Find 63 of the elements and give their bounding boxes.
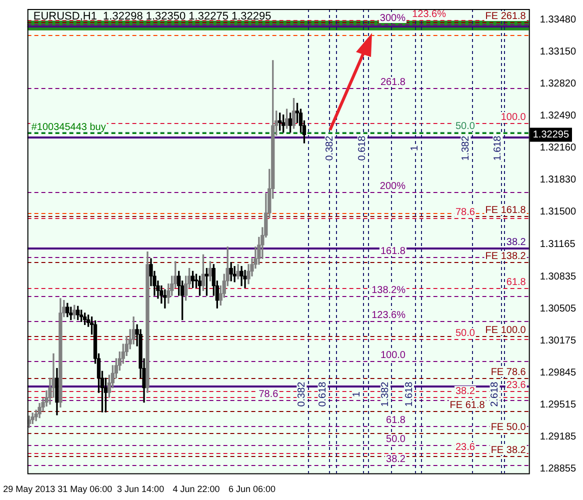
x-tick-label: 3 Jun 14:00 — [117, 484, 164, 494]
annotation: 23.6 — [455, 442, 476, 453]
annotation: 161.8 — [380, 246, 406, 257]
y-tick-label: 1.30835 — [540, 271, 576, 282]
y-tick-label: 1.31500 — [540, 206, 576, 218]
y-tick-label: 1.33480 — [540, 14, 576, 26]
annotation: 2.618 — [490, 381, 501, 407]
x-tick-label: 29 May 2013 — [3, 484, 56, 494]
annotation: 0.382 — [296, 381, 308, 407]
ref-line-label: FE 38.2 — [490, 444, 526, 456]
annotation: 100.0 — [380, 350, 406, 361]
annotation: 78.6 — [258, 388, 279, 400]
x-tick-label: 6 Jun 06:00 — [228, 484, 276, 494]
annotation: 0.618 — [318, 381, 329, 407]
annotation: 38.2 — [506, 236, 526, 248]
annotation: 50.0 — [386, 434, 406, 445]
annotation: 23.6 — [506, 380, 526, 391]
ref-line-label: FE 261.8 — [485, 10, 526, 22]
chart-title: EURUSD,H1 1.32298 1.32350 1.32275 1.32295 — [33, 10, 272, 23]
annotation: 1.618 — [492, 135, 504, 161]
annotation: 0.382 — [324, 135, 336, 161]
y-tick-label: 1.30175 — [540, 335, 576, 346]
y-tick-label: 1.32490 — [540, 110, 576, 122]
annotation: 0.618 — [357, 135, 368, 161]
y-tick-label: 1.32820 — [540, 78, 576, 90]
annotation: 123.6% — [412, 8, 446, 20]
annotation: 1.382 — [380, 381, 392, 407]
annotation: 1.382 — [460, 135, 472, 161]
y-tick-label: 1.29845 — [540, 367, 576, 378]
annotation: 1.618 — [404, 381, 415, 407]
y-tick-label: 1.28855 — [540, 464, 576, 475]
ref-line-label: FE 61.8 — [450, 400, 486, 411]
y-tick-label: 1.33150 — [540, 46, 576, 58]
annotation: 1.32295 — [532, 130, 570, 141]
y-tick-label: 1.31165 — [540, 239, 576, 250]
annotation: 123.6% — [372, 310, 406, 321]
y-tick-label: 1.29185 — [540, 432, 576, 443]
y-tick-label: 1.32160 — [540, 142, 576, 154]
annotation: 1 — [409, 145, 420, 152]
ref-line-label: FE 138.2 — [485, 250, 526, 262]
ref-line-label: FE 50.0 — [490, 422, 526, 433]
ref-line-label: FE 100.0 — [485, 324, 526, 336]
y-tick-label: 1.29515 — [540, 399, 576, 410]
annotation: 50.0 — [455, 328, 476, 339]
annotation: 138.2% — [372, 284, 406, 296]
annotation: 50.0 — [455, 120, 476, 132]
ref-line-label: FE 161.8 — [485, 204, 526, 216]
annotation: 78.6 — [455, 206, 476, 218]
annotation: 100.0 — [500, 112, 526, 123]
x-tick-label: 31 May 06:00 — [58, 484, 112, 494]
annotation: 200% — [380, 180, 406, 192]
x-tick-label: 4 Jun 22:00 — [172, 484, 220, 494]
annotation: 38.2 — [386, 454, 406, 465]
y-tick-label: 1.30505 — [540, 303, 576, 314]
ref-line-label: #100345443 buy — [31, 122, 106, 133]
annotation: 61.8 — [386, 414, 406, 426]
annotation: 261.8 — [380, 76, 406, 88]
ref-line-label: FE 78.6 — [490, 366, 526, 378]
annotation: 61.8 — [506, 276, 526, 288]
annotation: 38.2 — [455, 386, 476, 397]
annotation: 1 — [352, 391, 363, 398]
annotation: 300% — [380, 12, 406, 24]
y-tick-label: 1.31830 — [540, 174, 576, 186]
